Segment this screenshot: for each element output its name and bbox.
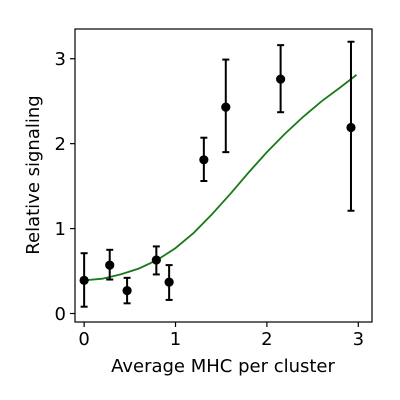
x-axis-ticks: 0 1 2 3	[78, 322, 364, 350]
data-point	[164, 277, 174, 287]
data-point	[79, 275, 89, 285]
x-tick-label: 3	[353, 329, 364, 350]
data-point	[346, 122, 356, 133]
x-tick-label: 2	[261, 329, 272, 350]
x-tick-label: 0	[78, 329, 89, 350]
y-tick-label: 1	[55, 219, 66, 240]
data-point	[122, 285, 132, 296]
x-axis-label: Average MHC per cluster	[111, 356, 335, 377]
y-tick-label: 2	[55, 134, 66, 155]
y-tick-label: 3	[55, 49, 66, 70]
data-point	[151, 255, 161, 265]
plot-area	[74, 28, 373, 323]
fit-curve-layer	[84, 74, 358, 282]
y-axis-label: Relative signaling	[23, 95, 44, 254]
data-point	[199, 155, 209, 165]
y-tick-label: 0	[55, 304, 66, 325]
data-point	[105, 260, 115, 270]
data-point	[276, 74, 286, 84]
y-axis-ticks: 0 1 2 3	[55, 49, 75, 325]
data-point-layer	[79, 74, 356, 296]
x-tick-label: 1	[170, 329, 181, 350]
fit-curve	[84, 74, 358, 282]
data-point	[221, 102, 231, 112]
